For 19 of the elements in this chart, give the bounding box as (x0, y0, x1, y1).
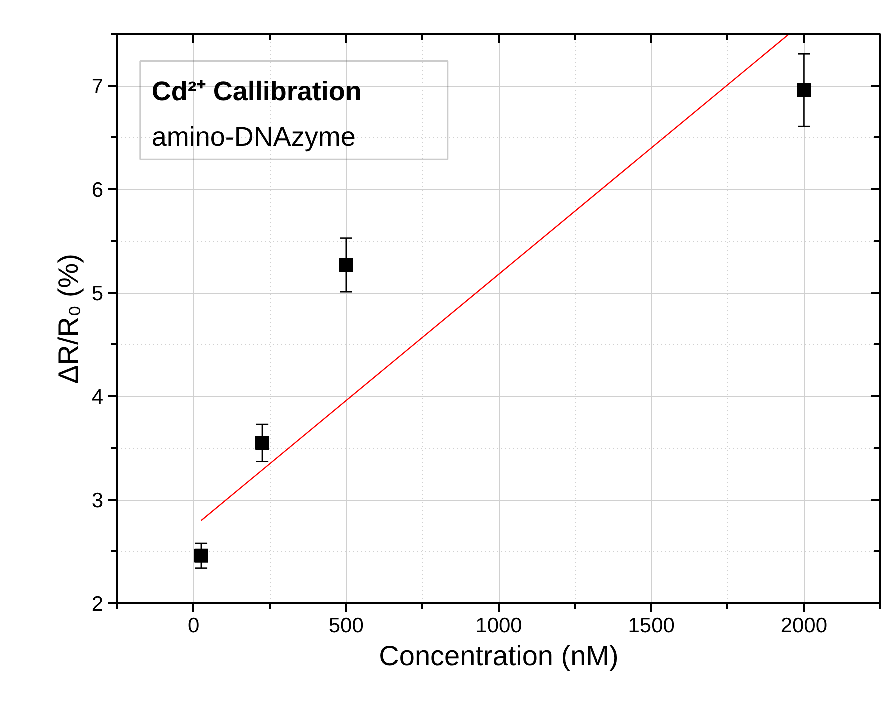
point (797, 83, 812, 98)
point (339, 258, 354, 272)
y-axis-title: ΔR/R₀ (%) (52, 254, 84, 384)
x-tick-label: 0 (188, 614, 200, 638)
y-tick-label: 3 (92, 490, 104, 513)
y-tick-label: 6 (92, 179, 104, 202)
x-tick-label: 1000 (476, 614, 522, 638)
text: Cd²⁺ Callibration (152, 76, 362, 106)
y-tick-label: 2 (92, 593, 104, 616)
x-tick-label: 1500 (628, 614, 675, 638)
point (194, 548, 208, 563)
x-tick-label: 2000 (780, 614, 828, 638)
y-tick-label: 5 (92, 282, 104, 306)
x-tick-label: 500 (328, 614, 364, 638)
point (255, 436, 270, 450)
y-tick-label: 4 (92, 386, 104, 410)
y-tick-label: 7 (92, 76, 104, 99)
text: amino-DNAzyme (152, 122, 356, 152)
x-axis-title: Concentration (nM) (379, 640, 619, 672)
